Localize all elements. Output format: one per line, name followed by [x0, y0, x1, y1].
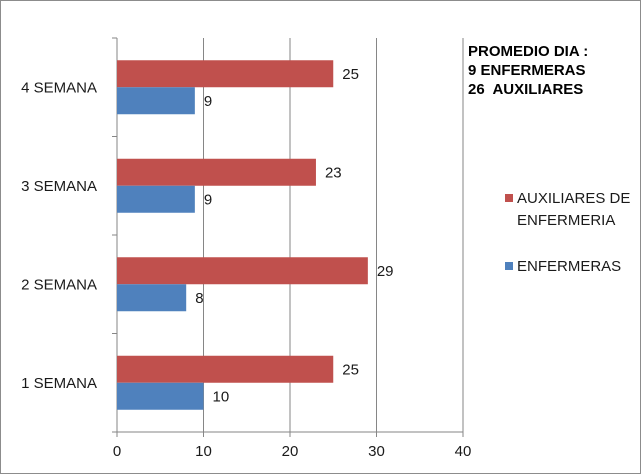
bar-auxiliares-3 [117, 158, 316, 186]
bar-auxiliares-2 [117, 257, 368, 285]
legend-label-enfermeras: ENFERMERAS [517, 258, 622, 275]
legend-label-auxiliares: AUXILIARES DE ENFERMERIA [517, 190, 631, 229]
x-tick-label-20: 20 [282, 443, 299, 460]
bar-enfermeras-1 [117, 382, 204, 410]
legend-swatch-auxiliares [505, 194, 513, 202]
bar-enfermeras-4 [117, 87, 195, 115]
chart-annotation: PROMEDIO DIA : 9 ENFERMERAS 26 AUXILIARE… [468, 42, 588, 99]
annotation-line-1: PROMEDIO DIA : [468, 43, 589, 60]
data-label-enfermeras-3: 9 [204, 191, 212, 208]
chart-legend: AUXILIARES DE ENFERMERIA ENFERMERAS [505, 188, 635, 302]
legend-swatch-enfermeras [505, 262, 513, 270]
data-label-auxiliares-4: 25 [342, 66, 359, 83]
data-label-enfermeras-4: 9 [204, 93, 212, 110]
x-tick-label-10: 10 [195, 443, 212, 460]
annotation-line-2: 9 ENFERMERAS [468, 62, 586, 79]
bar-auxiliares-4 [117, 60, 334, 88]
annotation-line-3: 26 AUXILIARES [468, 81, 584, 98]
bar-enfermeras-2 [117, 284, 187, 312]
x-tick-label-0: 0 [113, 443, 121, 460]
legend-item-enfermeras: ENFERMERAS [505, 256, 635, 278]
data-label-enfermeras-2: 8 [195, 290, 203, 307]
legend-item-auxiliares: AUXILIARES DE ENFERMERIA [505, 188, 635, 232]
category-label-4: 4 SEMANA [21, 79, 97, 96]
data-label-enfermeras-1: 10 [213, 388, 230, 405]
category-label-3: 3 SEMANA [21, 178, 97, 195]
data-label-auxiliares-2: 29 [377, 263, 394, 280]
category-label-2: 2 SEMANA [21, 276, 97, 293]
bar-auxiliares-1 [117, 355, 334, 383]
bar-enfermeras-3 [117, 185, 195, 213]
x-tick-label-40: 40 [455, 443, 472, 460]
data-label-auxiliares-1: 25 [342, 361, 359, 378]
category-label-1: 1 SEMANA [21, 375, 97, 392]
data-label-auxiliares-3: 23 [325, 164, 342, 181]
x-tick-label-30: 30 [368, 443, 385, 460]
